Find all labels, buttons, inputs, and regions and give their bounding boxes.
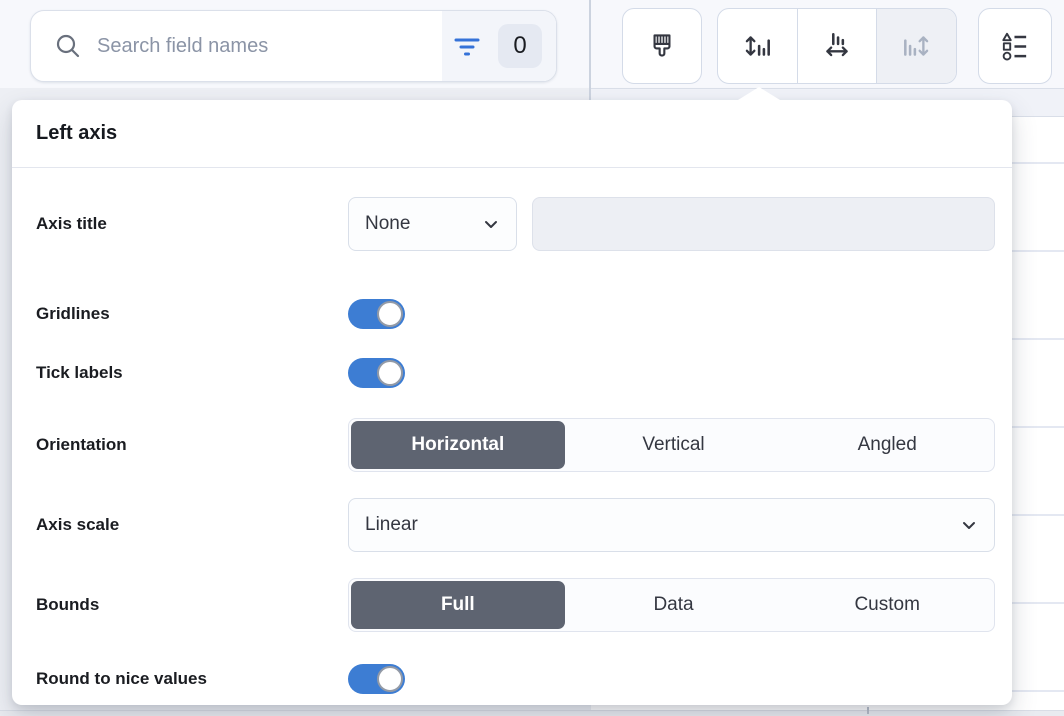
axis-title-mode-select[interactable]: None	[348, 197, 517, 251]
popover-body: Axis title None Gridlines	[12, 197, 1012, 694]
bounds-label: Bounds	[36, 595, 100, 614]
round-values-toggle[interactable]	[348, 664, 405, 694]
search-icon	[31, 31, 97, 61]
panel-divider	[589, 0, 591, 100]
orientation-option-angled[interactable]: Angled	[857, 434, 917, 455]
axes-button-group	[717, 8, 957, 84]
horizontal-axis-icon	[820, 29, 854, 63]
axis-title-label: Axis title	[36, 214, 107, 233]
toggle-thumb	[377, 360, 403, 386]
search-filter-append: 0	[442, 11, 556, 81]
round-values-label: Round to nice values	[36, 669, 207, 688]
axis-title-input	[532, 197, 995, 251]
left-axis-popover: Left axis Axis title None	[12, 87, 1012, 705]
orientation-button-group: Horizontal Vertical Angled	[348, 418, 995, 472]
tick-labels-toggle[interactable]	[348, 358, 405, 388]
bounds-option-custom[interactable]: Custom	[854, 594, 920, 615]
gridlines-row: Gridlines	[36, 299, 995, 329]
right-vertical-axis-icon	[900, 29, 934, 63]
bounds-option-full[interactable]: Full	[351, 581, 565, 629]
toggle-thumb	[377, 301, 403, 327]
paint-brush-icon	[645, 29, 679, 63]
orientation-label: Orientation	[36, 435, 127, 454]
toggle-thumb	[377, 666, 403, 692]
axis-scale-select[interactable]: Linear	[348, 498, 995, 552]
orientation-row: Orientation Horizontal Vertical Angled	[36, 418, 995, 472]
filter-icon[interactable]	[452, 31, 482, 61]
search-input[interactable]	[97, 11, 442, 81]
right-axis-button	[877, 9, 956, 83]
tick-labels-label: Tick labels	[36, 363, 123, 382]
chevron-down-icon	[960, 516, 978, 534]
legend-button[interactable]	[978, 8, 1052, 84]
orientation-option-horizontal[interactable]: Horizontal	[351, 421, 565, 469]
chevron-down-icon	[482, 215, 500, 233]
chart-bottom-band	[0, 710, 1064, 716]
bounds-option-data[interactable]: Data	[653, 594, 694, 615]
bounds-button-group: Full Data Custom	[348, 578, 995, 632]
axis-scale-value: Linear	[365, 514, 418, 535]
orientation-option-vertical[interactable]: Vertical	[642, 434, 705, 455]
gridlines-label: Gridlines	[36, 304, 110, 323]
popover-arrow	[738, 87, 780, 100]
legend-list-icon	[998, 29, 1032, 63]
round-values-row: Round to nice values	[36, 664, 995, 694]
bottom-axis-button[interactable]	[798, 9, 878, 83]
bounds-row: Bounds Full Data Custom	[36, 578, 995, 632]
gridlines-toggle[interactable]	[348, 299, 405, 329]
popover-title: Left axis	[12, 100, 1012, 168]
axis-title-mode-value: None	[365, 213, 411, 234]
axis-scale-label: Axis scale	[36, 515, 120, 534]
visual-options-button[interactable]	[622, 8, 702, 84]
axis-scale-row: Axis scale Linear	[36, 498, 995, 552]
axis-tick	[867, 707, 869, 714]
tick-labels-row: Tick labels	[36, 358, 995, 388]
left-axis-button[interactable]	[718, 9, 798, 83]
axis-title-row: Axis title None	[36, 197, 995, 251]
vertical-axis-icon	[740, 29, 774, 63]
filter-count-badge[interactable]: 0	[498, 24, 542, 68]
field-search-box: 0	[30, 10, 557, 82]
